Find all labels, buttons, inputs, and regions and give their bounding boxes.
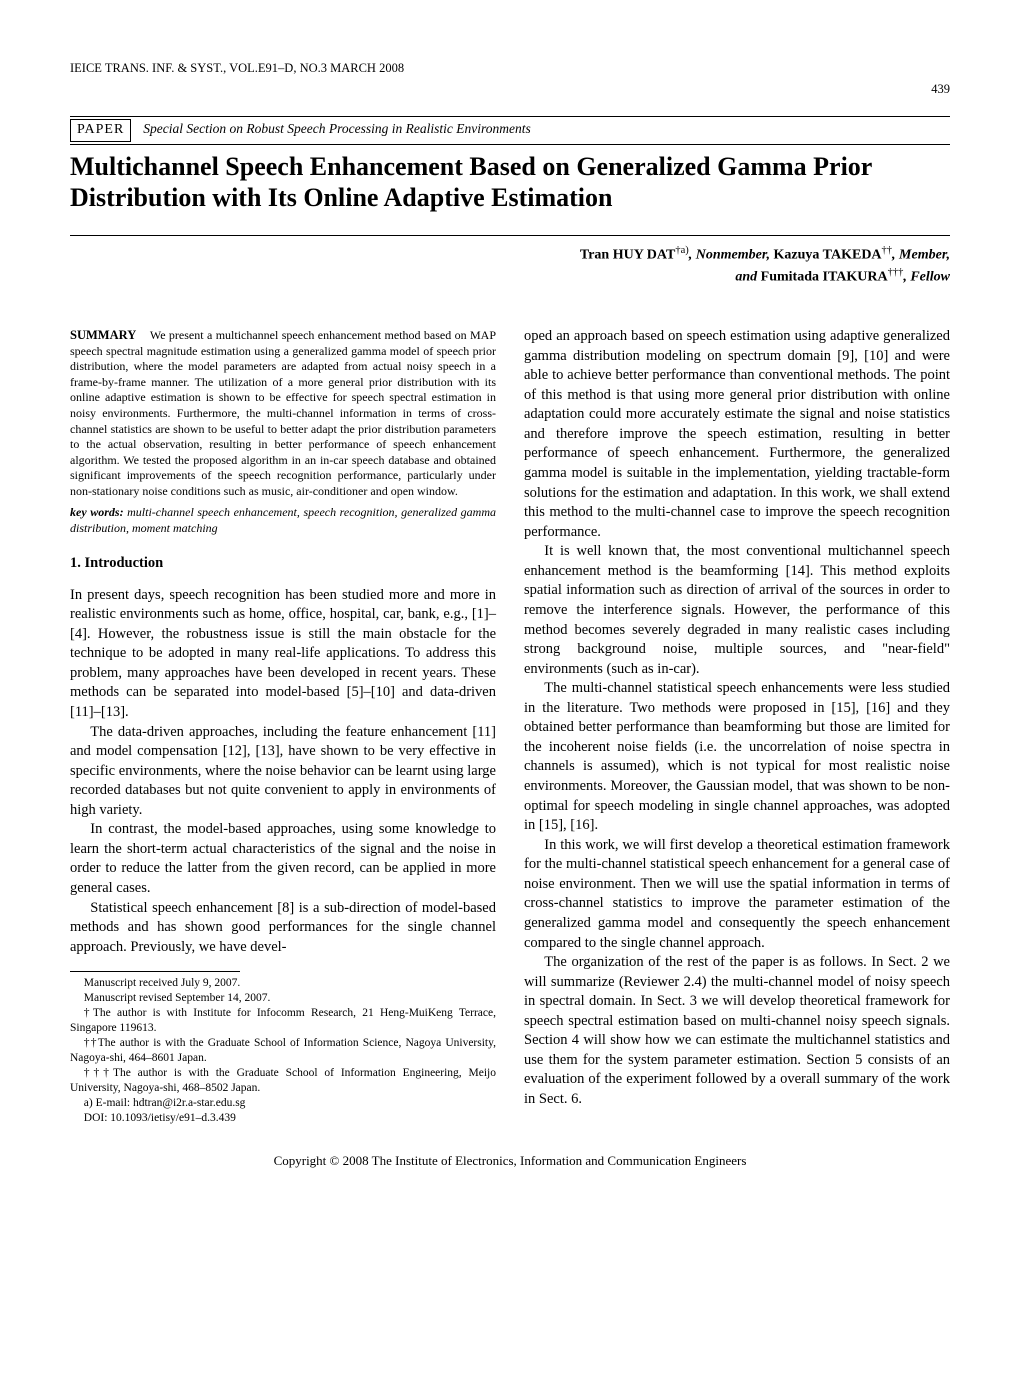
- author-3-affil: †††: [888, 267, 904, 278]
- author-1-role: , Nonmember,: [689, 248, 774, 263]
- author-2-affil: ††: [882, 245, 893, 256]
- footnotes-block: Manuscript received July 9, 2007. Manusc…: [70, 976, 496, 1125]
- paper-box-label: PAPER: [70, 119, 131, 142]
- footnote-affil-1: †The author is with Institute for Infoco…: [70, 1006, 496, 1036]
- right-p5: The organization of the rest of the pape…: [524, 953, 950, 1110]
- author-3-and: and: [735, 269, 760, 284]
- footnote-affil-3: †††The author is with the Graduate Schoo…: [70, 1066, 496, 1096]
- footnote-rule: [70, 971, 240, 972]
- left-column: SUMMARY We present a multichannel speech…: [70, 327, 496, 1126]
- keywords-text: multi-channel speech enhancement, speech…: [70, 505, 496, 535]
- journal-header: IEICE TRANS. INF. & SYST., VOL.E91–D, NO…: [70, 60, 950, 77]
- footnote-affil-2: ††The author is with the Graduate School…: [70, 1036, 496, 1066]
- intro-p2: The data-driven approaches, including th…: [70, 723, 496, 821]
- summary-heading: SUMMARY: [70, 328, 136, 342]
- footnote-email: a) E-mail: hdtran@i2r.a-star.edu.sg: [70, 1096, 496, 1111]
- intro-p3: In contrast, the model-based approaches,…: [70, 820, 496, 898]
- copyright-line: Copyright © 2008 The Institute of Electr…: [70, 1152, 950, 1170]
- author-2-name: Kazuya TAKEDA: [774, 248, 882, 263]
- two-column-body: SUMMARY We present a multichannel speech…: [70, 327, 950, 1126]
- section-1-heading: 1. Introduction: [70, 554, 496, 574]
- author-1-name: Tran HUY DAT: [580, 248, 675, 263]
- right-column: oped an approach based on speech estimat…: [524, 327, 950, 1126]
- right-p3: The multi-channel statistical speech enh…: [524, 679, 950, 836]
- summary-text: We present a multichannel speech enhance…: [70, 328, 496, 498]
- keywords-block: key words: multi-channel speech enhancem…: [70, 504, 496, 536]
- intro-p4: Statistical speech enhancement [8] is a …: [70, 899, 496, 958]
- footnote-doi: DOI: 10.1093/ietisy/e91–d.3.439: [70, 1111, 496, 1126]
- footnote-received: Manuscript received July 9, 2007.: [70, 976, 496, 991]
- right-p4: In this work, we will first develop a th…: [524, 836, 950, 953]
- author-1-affil: †a): [675, 245, 688, 256]
- authors-block: Tran HUY DAT†a), Nonmember, Kazuya TAKED…: [70, 244, 950, 287]
- special-section-label: Special Section on Robust Speech Process…: [143, 120, 530, 138]
- author-3-role: , Fellow: [903, 269, 950, 284]
- intro-p1: In present days, speech recognition has …: [70, 586, 496, 723]
- title-rule: [70, 235, 950, 236]
- keywords-heading: key words:: [70, 505, 124, 519]
- paper-title: Multichannel Speech Enhancement Based on…: [70, 151, 950, 213]
- right-p2: It is well known that, the most conventi…: [524, 542, 950, 679]
- right-p1: oped an approach based on speech estimat…: [524, 327, 950, 542]
- author-3-name: Fumitada ITAKURA: [761, 269, 888, 284]
- author-2-role: , Member,: [892, 248, 950, 263]
- footnote-revised: Manuscript revised September 14, 2007.: [70, 991, 496, 1006]
- paper-bar: PAPER Special Section on Robust Speech P…: [70, 116, 950, 145]
- page-number: 439: [70, 81, 950, 98]
- summary-block: SUMMARY We present a multichannel speech…: [70, 327, 496, 500]
